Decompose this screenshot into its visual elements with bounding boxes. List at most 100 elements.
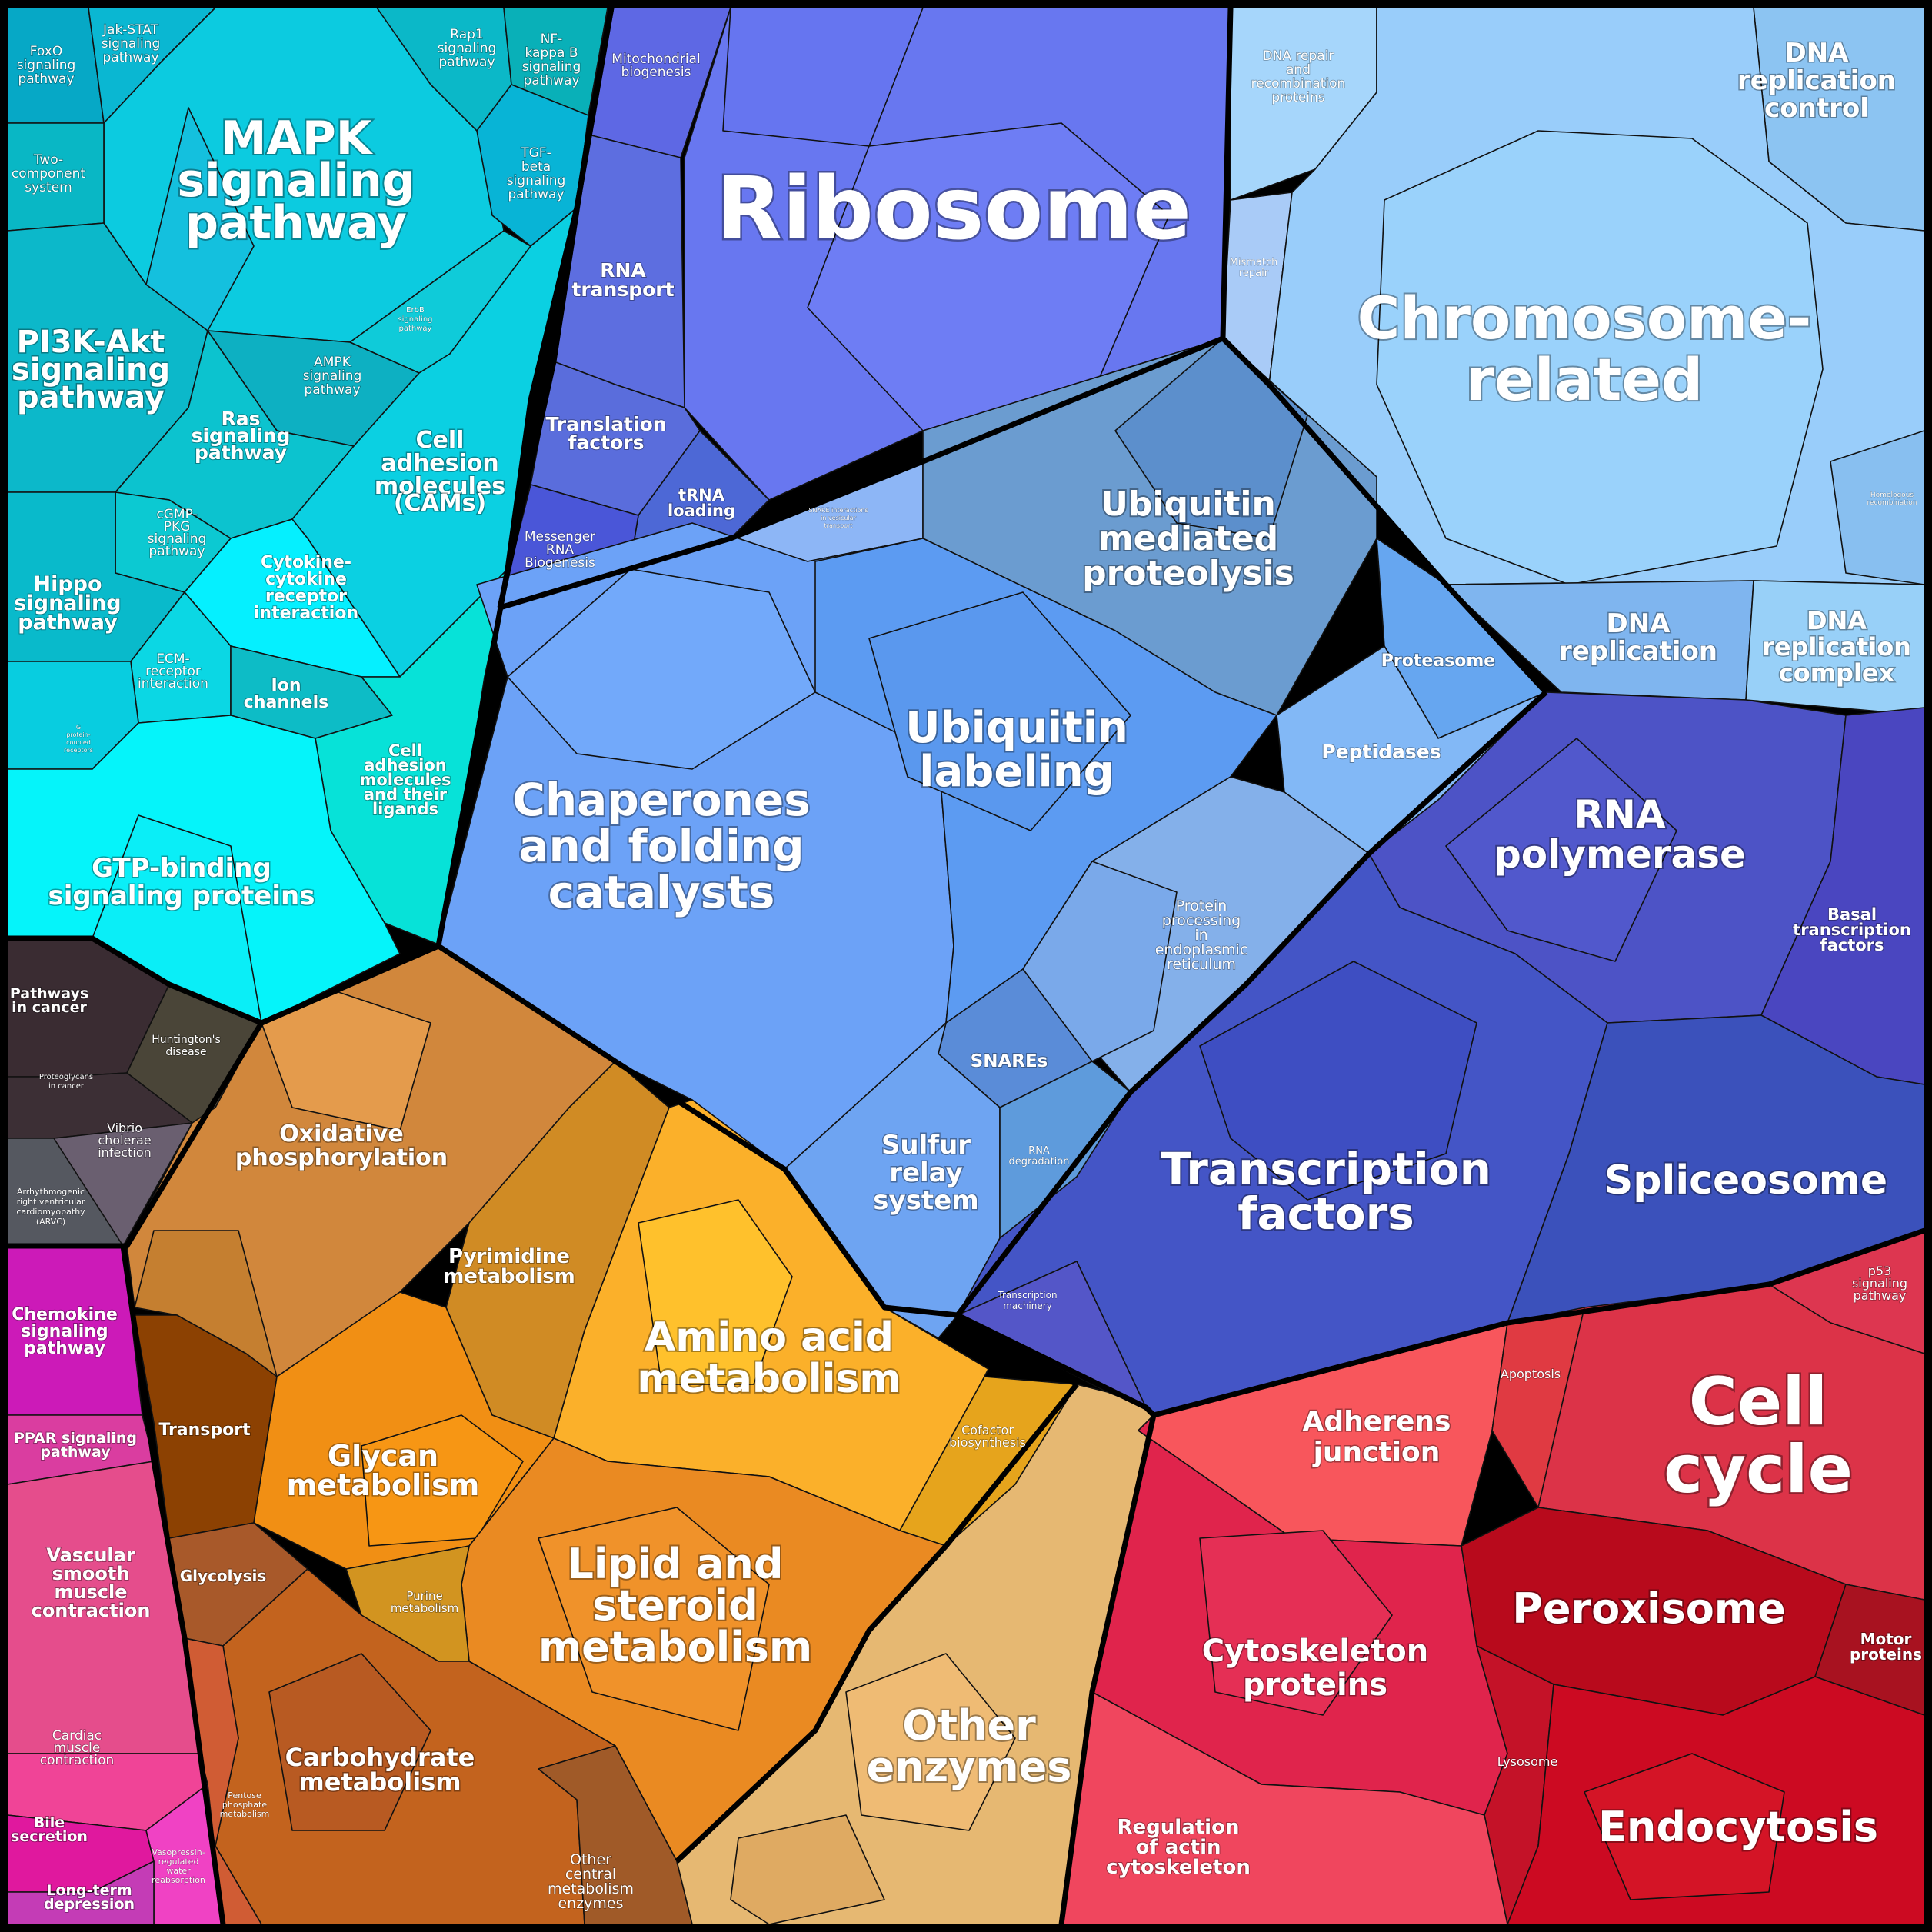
label-gpcr-l2: protein- (66, 731, 90, 738)
label-mismatch-l2: repair (1239, 268, 1269, 279)
label-txmach-l2: machinery (1003, 1301, 1052, 1311)
label-dnarep-l1: DNA (1607, 608, 1671, 639)
label-othercentral-l1: Other (570, 1851, 611, 1868)
border-transcription (956, 1227, 1926, 1418)
label-dnarepctl-l1: DNA (1785, 38, 1850, 68)
label-ublab-l1: Ubiquitin (905, 703, 1128, 753)
label-mrna-l1: Messenger (525, 529, 595, 545)
label-adherens-l1: Adherens (1303, 1406, 1451, 1437)
label-rnadeg: RNA degradation (1009, 1145, 1070, 1168)
label-mapk-l3: pathway (185, 196, 407, 250)
label-mapk: MAPK signaling pathway (177, 112, 415, 250)
label-translation-l2: factors (568, 431, 645, 454)
label-gpcr-l1: G (76, 724, 81, 731)
label-twocomp-l2: component (12, 166, 86, 182)
label-pyrimidine-l2: metabolism (443, 1265, 575, 1288)
label-purine-l2: metabolism (391, 1601, 458, 1615)
label-ublab: Ubiquitin labeling (905, 703, 1128, 797)
label-gpcr-l4: receptors (64, 747, 93, 754)
label-motor-l2: proteins (1850, 1645, 1922, 1664)
label-arvc-l4: (ARVC) (36, 1217, 65, 1227)
border-proteostasis (955, 690, 1548, 1317)
label-transport: Transport (158, 1421, 251, 1440)
label-cofactor-l1: Cofactor (961, 1423, 1014, 1437)
label-glycan: Glycan metabolism (287, 1439, 480, 1502)
label-homologous-l1: Homologous (1870, 491, 1914, 499)
label-cardiac-l1: Cardiac (52, 1728, 102, 1744)
label-snare-vt-l2: in vesicular (821, 515, 856, 521)
label-actin-l1: Regulation (1118, 1816, 1240, 1839)
label-dnarepctl-l3: control (1764, 93, 1869, 124)
label-cytoskeleton: Cytoskeleton proteins (1202, 1634, 1428, 1703)
label-ubmed-l2: mediated (1098, 519, 1278, 558)
label-hippo-l2: signaling (14, 591, 121, 615)
label-cytokine-l1: Cytokine- (261, 553, 351, 572)
label-cgmp-l4: pathway (148, 544, 205, 559)
label-cytoskeleton-l2: proteins (1243, 1667, 1387, 1703)
label-vsmc-l3: muscle (54, 1581, 127, 1603)
label-dnarepcx-l2: replication (1762, 632, 1911, 661)
label-foxo-l2: signaling (17, 58, 76, 73)
label-dnarep: DNA replication (1559, 608, 1717, 667)
label-trna-l1: tRNA (678, 486, 725, 505)
label-cardiac: Cardiac muscle contraction (40, 1728, 115, 1768)
label-er-l5: reticulum (1167, 956, 1236, 973)
label-pentose: Pentose phosphate metabolism (220, 1790, 270, 1819)
label-vibrio: Vibrio cholerae infection (98, 1121, 152, 1160)
label-peroxisome: Peroxisome (1512, 1584, 1785, 1633)
label-cgmp-l3: signaling (148, 531, 207, 547)
label-twocomp-l1: Two- (33, 152, 63, 168)
label-cardiac-l3: contraction (40, 1753, 115, 1768)
label-motor: Motor proteins (1850, 1630, 1922, 1664)
label-ublab-l2: labeling (919, 747, 1114, 797)
label-mapk-l2: signaling (177, 154, 415, 208)
label-chaperones-l3: catalysts (548, 866, 775, 918)
label-cytokine-l4: interaction (254, 604, 358, 623)
label-dnarepcx: DNA replication complex (1762, 606, 1911, 688)
cell-chromosome-core (1376, 130, 1824, 585)
label-rap1-l2: signaling (438, 41, 497, 56)
label-dnarepair-l3: recombination (1251, 76, 1346, 92)
label-mismatch: Mismatch repair (1230, 257, 1278, 279)
label-othercentral-l3: metabolism (548, 1880, 634, 1897)
label-purine: Purine metabolism (391, 1589, 458, 1615)
region-signaling (7, 7, 608, 1024)
label-arvc: Arrhythmogenic right ventricular cardiomyo… (16, 1187, 85, 1227)
label-ppar-l1: PPAR signaling (14, 1430, 137, 1447)
label-lipid-l2: steroid (592, 1581, 758, 1630)
label-vsmc-l2: smooth (52, 1563, 130, 1584)
label-dnarepair: DNA repair and recombination proteins (1251, 48, 1346, 105)
label-cam-l1: Cell (416, 427, 465, 454)
label-proteoglycans-l1: Proteoglycans (39, 1073, 93, 1081)
label-gtp-l2: signaling proteins (48, 881, 315, 911)
label-pyrimidine-l1: Pyrimidine (448, 1245, 570, 1268)
label-camlig-l4: and their (364, 785, 448, 804)
label-lysosome: Lysosome (1497, 1754, 1558, 1769)
border-disease (8, 935, 265, 1249)
label-ubmed-l1: Ubiquitin (1101, 485, 1276, 524)
label-basal-l3: factors (1820, 936, 1884, 954)
label-cytokine-l2: cytokine (265, 570, 347, 589)
border-ribosome-bottom (498, 7, 1234, 611)
label-mrna-l2: RNA (546, 542, 575, 558)
label-chemokine: Chemokine signaling pathway (12, 1305, 118, 1358)
label-snares: SNAREs (971, 1051, 1048, 1071)
label-mismatch-l1: Mismatch (1230, 257, 1278, 268)
border-metab-enz (675, 1382, 1079, 1864)
label-ras-l1: Ras (221, 408, 260, 430)
label-amino-l2: metabolism (637, 1356, 901, 1402)
label-cellcycle-l1: Cell (1689, 1364, 1827, 1441)
label-jakstat-l1: Jak-STAT (102, 22, 159, 38)
label-carbo-l2: metabolism (298, 1767, 461, 1797)
label-chaperones-l2: and folding (518, 820, 804, 872)
label-tgfb: TGF-beta signaling pathway (507, 145, 566, 202)
label-homologous: Homologous recombination (1867, 491, 1917, 507)
border-metabolism (260, 943, 1078, 1387)
label-sulfur: Sulfur relay system (873, 1130, 978, 1216)
label-ubmed-l3: proteolysis (1082, 554, 1294, 593)
label-splice: Spliceosome (1604, 1158, 1887, 1204)
